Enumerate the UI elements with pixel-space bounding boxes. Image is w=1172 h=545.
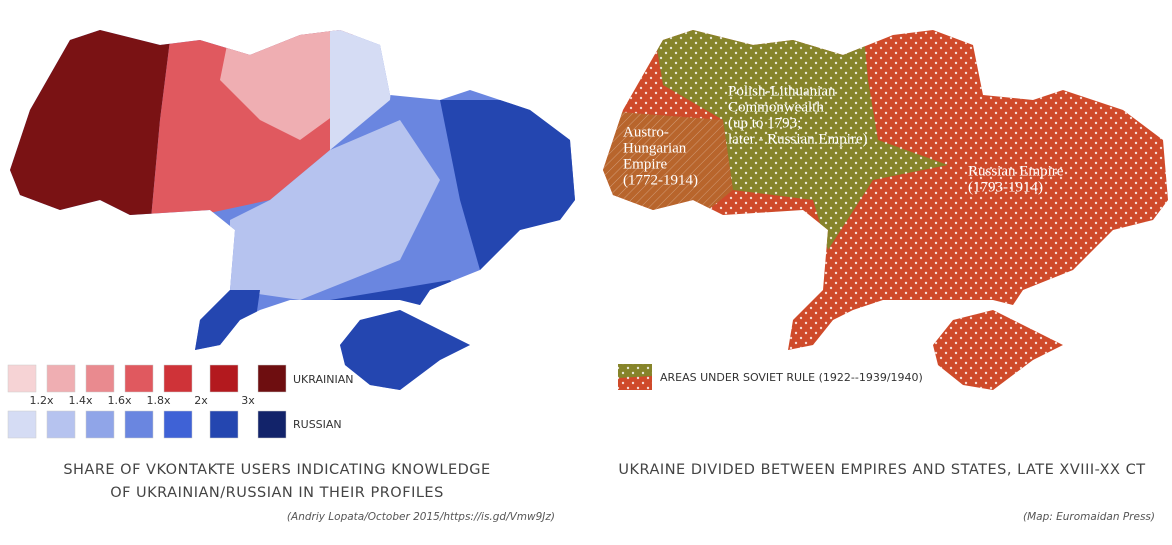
region-label: later - Russian Empire) <box>728 131 868 147</box>
region-label: Commonwealth <box>728 99 824 115</box>
region-label: Hungarian <box>623 140 687 156</box>
caption: SHARE OF VKONTAKTE USERS INDICATING KNOW… <box>63 462 490 478</box>
legend-swatch <box>85 410 115 439</box>
legend-label: RUSSIAN <box>293 418 342 431</box>
legend-swatch <box>163 410 193 439</box>
legend-swatch <box>163 364 193 393</box>
region-label: Polish-Lithuanian <box>728 83 836 99</box>
legend-swatch <box>124 364 154 393</box>
legend-swatch <box>209 410 239 439</box>
credit: (Andriy Lopata/October 2015/https://is.g… <box>287 511 555 523</box>
region-label: (1793-1914) <box>968 179 1043 195</box>
region-label: Empire <box>623 156 667 172</box>
left-map <box>10 30 575 390</box>
legend-ratio: 2x <box>194 394 208 407</box>
legend-label: UKRAINIAN <box>293 373 353 386</box>
legend-ratio: 1.6x <box>107 394 131 407</box>
legend-ratio: 3x <box>241 394 255 407</box>
legend-swatch <box>46 410 76 439</box>
region-label: Austro- <box>623 124 669 140</box>
legend-swatch <box>209 364 239 393</box>
legend-swatch <box>124 410 154 439</box>
region-label: (up to 1793; <box>728 115 801 131</box>
legend-swatch <box>7 410 37 439</box>
legend-swatch <box>618 364 652 390</box>
caption: UKRAINE DIVIDED BETWEEN EMPIRES AND STAT… <box>618 462 1145 478</box>
legend-swatches: 1.2x 1.4x 1.6x 1.8x 2x 3x <box>7 364 287 439</box>
legend-ratio: 1.4x <box>68 394 92 407</box>
legend-swatch <box>257 410 287 439</box>
region-label: Russian Empire <box>968 163 1064 179</box>
caption: OF UKRAINIAN/RUSSIAN IN THEIR PROFILES <box>110 485 444 501</box>
credit: (Map: Euromaidan Press) <box>1023 511 1155 523</box>
legend-swatch <box>257 364 287 393</box>
region-label: (1772-1914) <box>623 172 698 188</box>
legend-ratio: 1.8x <box>146 394 170 407</box>
legend-ratio: 1.2x <box>29 394 53 407</box>
legend-label: AREAS UNDER SOVIET RULE (1922--1939/1940… <box>660 371 923 384</box>
legend-swatch <box>85 364 115 393</box>
legend-swatch <box>7 364 37 393</box>
legend-swatch <box>46 364 76 393</box>
